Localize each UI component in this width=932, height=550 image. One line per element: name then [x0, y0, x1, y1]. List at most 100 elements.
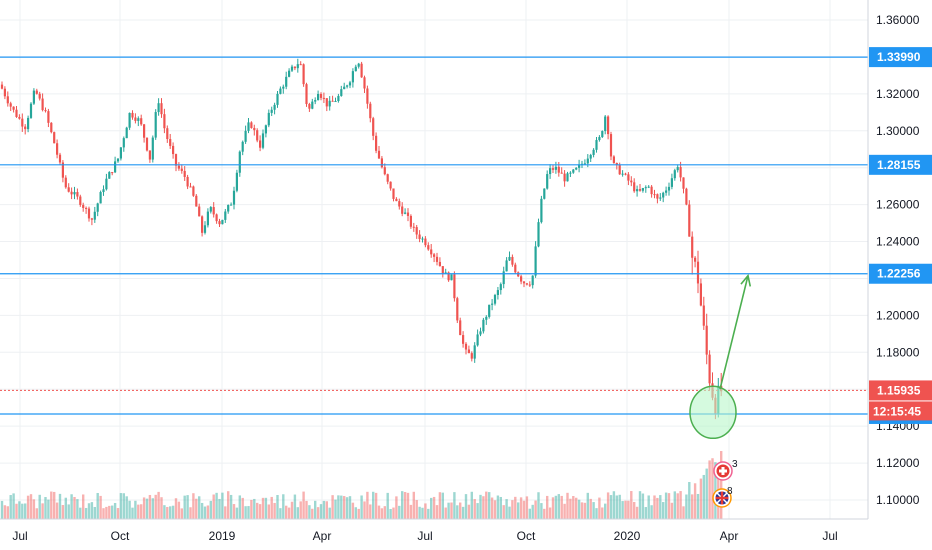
candle-body	[412, 226, 415, 228]
volume-bar	[3, 505, 7, 519]
candle-body	[206, 211, 209, 226]
volume-bar	[609, 495, 613, 519]
price-tick-label: 1.32000	[876, 87, 920, 101]
volume-bar	[206, 505, 210, 519]
volume-bar	[76, 499, 79, 519]
candle-body	[56, 143, 59, 155]
volume-bar	[15, 503, 18, 519]
candle-body	[389, 181, 392, 189]
volume-bar	[299, 501, 302, 519]
volume-bar	[566, 492, 569, 519]
candle-body	[430, 249, 433, 255]
volume-bar	[496, 495, 500, 519]
annotations[interactable]: 38	[689, 273, 752, 508]
level-price-tag	[869, 47, 932, 68]
volume-bar	[412, 491, 415, 519]
volume-bar	[537, 492, 540, 519]
volume-bar	[705, 468, 708, 519]
volume-bar	[314, 500, 317, 519]
volume-bar	[82, 494, 85, 519]
volume-bar	[198, 496, 201, 519]
candle-body	[447, 272, 450, 281]
volume-bar	[447, 502, 450, 519]
candle-body	[44, 110, 47, 112]
candle-body	[87, 208, 91, 219]
volume-bar	[270, 496, 273, 519]
volume-bar	[641, 493, 645, 519]
candle-body	[673, 170, 676, 179]
volume-bar	[569, 498, 572, 519]
volume-bar	[340, 495, 343, 519]
candle-body	[560, 172, 563, 174]
volume-bars	[0, 451, 723, 519]
time-tick-label: Apr	[720, 529, 739, 543]
volume-bar	[244, 506, 247, 519]
highlight-circle[interactable]	[689, 385, 737, 440]
volume-bar	[337, 495, 340, 519]
volume-bar	[0, 500, 4, 519]
candle-body	[406, 212, 410, 216]
time-tick-label: Oct	[517, 529, 536, 543]
volume-bar	[58, 493, 62, 519]
volume-bar	[142, 497, 146, 519]
time-tick-label: 2019	[209, 529, 236, 543]
candle-body	[638, 189, 642, 191]
volume-bar	[21, 503, 24, 519]
candle-body	[598, 137, 601, 141]
volume-bar	[485, 491, 488, 519]
volume-bar	[406, 492, 410, 519]
volume-bar	[122, 493, 125, 519]
volume-bar	[209, 500, 212, 519]
volume-bar	[714, 462, 717, 519]
candle-body	[209, 207, 212, 212]
candle-body	[505, 260, 508, 272]
price-tick-label: 1.26000	[876, 198, 920, 212]
candle-body	[679, 167, 682, 178]
candle-body	[563, 173, 566, 182]
candle-body	[441, 266, 444, 274]
candle-body	[583, 163, 586, 165]
candle-body	[592, 149, 595, 155]
volume-bar	[546, 495, 549, 519]
volume-bar	[386, 492, 389, 519]
volume-bar	[444, 507, 447, 519]
volume-bar	[212, 494, 215, 519]
volume-bar	[24, 503, 27, 519]
candle-body	[482, 319, 485, 332]
candle-body	[644, 187, 647, 189]
target-arrow-line[interactable]	[719, 275, 749, 390]
volume-bar	[508, 506, 511, 519]
volume-bar	[154, 494, 157, 519]
candle-body	[253, 127, 256, 131]
candle-body	[232, 190, 236, 205]
candle-body	[346, 85, 349, 87]
volume-bar	[200, 502, 204, 519]
volume-bar	[9, 495, 12, 519]
candle-body	[377, 150, 381, 159]
volume-bar	[383, 506, 386, 519]
candle-body	[328, 100, 331, 107]
volume-bar	[517, 502, 520, 519]
candle-body	[450, 274, 453, 281]
candle-body	[380, 158, 383, 168]
volume-bar	[525, 496, 529, 519]
time-axis[interactable]: Jul Oct 2019 Apr Jul Oct 2020 Apr Jul	[0, 518, 868, 543]
candle-body	[96, 203, 99, 212]
volume-bar	[311, 508, 314, 519]
volume-bar	[630, 491, 633, 519]
candle-body	[665, 190, 668, 193]
volume-bar	[26, 495, 30, 519]
volume-bar	[635, 506, 639, 519]
candle-body	[41, 98, 44, 111]
volume-bar	[6, 506, 9, 519]
candle-body	[322, 97, 325, 99]
level-price-tag-label: 1.28155	[877, 158, 921, 172]
candle-body	[496, 290, 499, 296]
candle-body	[50, 122, 53, 133]
candle-body	[354, 66, 357, 72]
candle-body	[473, 345, 476, 359]
price-axis[interactable]: 1.360001.340001.320001.300001.280001.260…	[867, 0, 920, 519]
volume-bar	[398, 505, 401, 519]
